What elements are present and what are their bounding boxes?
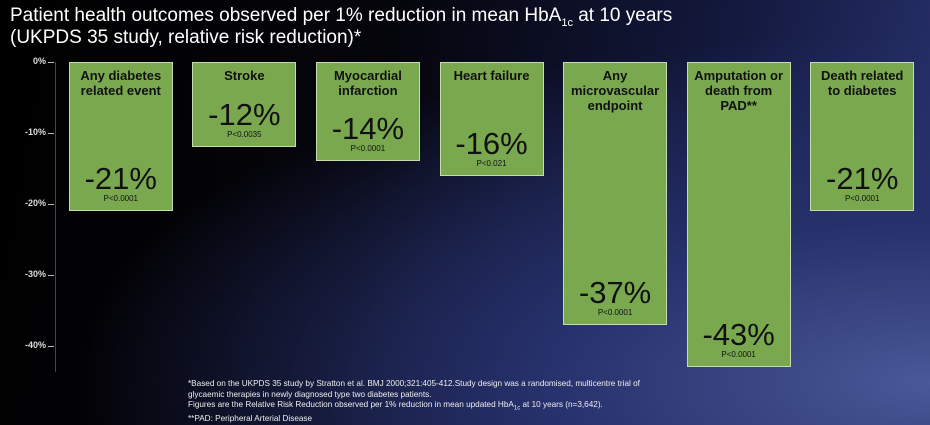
bar xyxy=(686,62,791,368)
footnotes: *Based on the UKPDS 35 study by Stratton… xyxy=(188,379,658,425)
p-value: P<0.0001 xyxy=(597,307,633,317)
value-label: -21% xyxy=(826,161,899,197)
value-label: -12% xyxy=(208,97,281,133)
bar xyxy=(563,62,668,325)
footnote-text: *Based on the UKPDS 35 study by Stratton… xyxy=(188,379,640,399)
bar xyxy=(810,62,915,212)
value-label: -43% xyxy=(702,317,775,353)
bar xyxy=(68,62,173,212)
category-label: Myocardial infarction xyxy=(333,68,402,98)
bar xyxy=(315,62,420,162)
bar xyxy=(192,62,297,148)
p-value: P<0.0035 xyxy=(227,130,262,140)
category-label: Heart failure xyxy=(453,68,530,83)
y-tick-label: -30% xyxy=(24,269,46,279)
category-label: Stroke xyxy=(224,68,265,83)
title-text: at 10 years xyxy=(572,5,673,26)
category-label: Any diabetes related event xyxy=(80,68,162,98)
p-value: P<0.021 xyxy=(476,158,507,168)
value-label: -37% xyxy=(578,274,652,310)
tick-mark xyxy=(48,275,54,276)
tick-mark xyxy=(48,62,54,63)
footnote-text: **PAD: Peripheral Arterial Disease xyxy=(188,414,313,424)
footnote: *Based on the UKPDS 35 study by Stratton… xyxy=(188,379,658,400)
p-value: P<0.0001 xyxy=(721,350,756,360)
chart-title: Patient health outcomes observed per 1% … xyxy=(10,5,672,34)
value-label: -14% xyxy=(331,111,405,147)
y-tick-label: 0% xyxy=(32,56,46,66)
footnote: **PAD: Peripheral Arterial Disease xyxy=(188,414,658,425)
y-tick-label: -20% xyxy=(24,198,46,208)
tick-mark xyxy=(48,346,54,347)
category-label: Death related to diabetes xyxy=(821,68,904,98)
bar xyxy=(439,62,544,176)
tick-mark xyxy=(48,133,54,134)
category-label: Any microvascular endpoint xyxy=(570,68,660,113)
value-label: -21% xyxy=(84,161,157,197)
y-tick-label: -10% xyxy=(24,127,46,137)
p-value: P<0.0001 xyxy=(350,144,386,154)
tick-mark xyxy=(48,204,54,205)
y-axis xyxy=(55,62,56,372)
p-value: P<0.0001 xyxy=(844,194,880,204)
value-label: -16% xyxy=(455,125,528,161)
category-label: Amputation or death from PAD** xyxy=(694,68,784,113)
y-tick-label: -40% xyxy=(24,340,46,350)
p-value: P<0.0001 xyxy=(103,194,139,204)
footnote: Figures are the Relative Risk Reduction … xyxy=(188,400,658,414)
footnote-text: 1c xyxy=(513,405,521,412)
title-text: Patient health outcomes observed per 1% … xyxy=(10,5,562,26)
footnote-text: Figures are the Relative Risk Reduction … xyxy=(188,400,514,409)
footnote-text: at 10 years (n=3,642). xyxy=(520,400,603,409)
chart-subtitle: (UKPDS 35 study, relative risk reduction… xyxy=(10,27,362,48)
title-subscript: 1c xyxy=(561,16,573,29)
